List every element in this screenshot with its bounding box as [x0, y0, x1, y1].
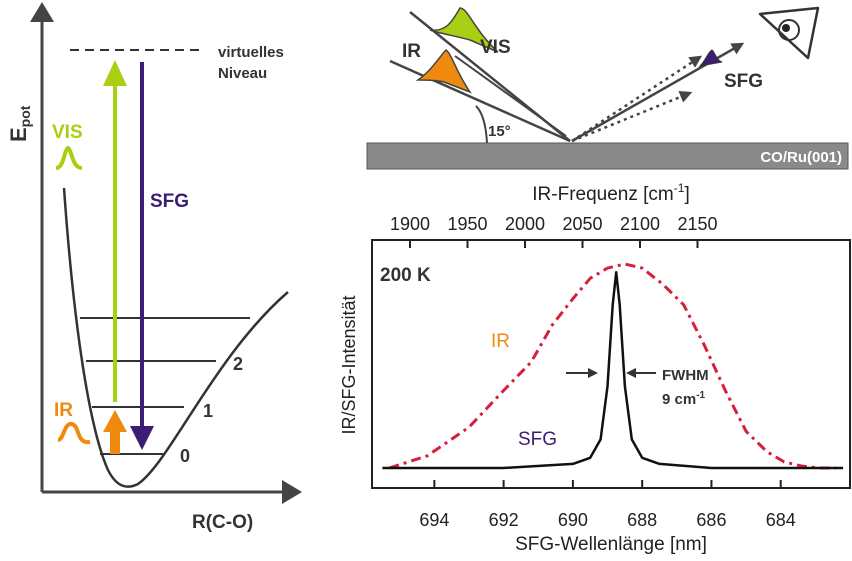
ir-curve-label: IR	[491, 331, 510, 352]
top-tick-label: 2150	[677, 214, 717, 234]
virtual-level-label-line2: Niveau	[218, 65, 267, 82]
top-axis-label: IR-Frequenz [cm-1]	[532, 181, 689, 205]
ir-wave-icon	[57, 421, 91, 445]
bottom-tick-label: 690	[558, 510, 588, 530]
vis-wave-icon	[55, 145, 83, 170]
bottom-axis-ticks: 694 692 690 688 686 684	[419, 480, 796, 530]
plot-frame	[371, 239, 851, 489]
surface-label: CO/Ru(001)	[760, 149, 842, 166]
top-tick-label: 1950	[447, 214, 487, 234]
potential-curve	[62, 187, 289, 488]
bottom-tick-label: 688	[627, 510, 657, 530]
incidence-angle-arc	[475, 105, 488, 144]
sfg-curve-label: SFG	[518, 429, 557, 450]
energy-y-axis-arrow	[30, 2, 54, 22]
y-axis-label: IR/SFG-Intensität	[339, 295, 359, 434]
fwhm-label: FWHM	[662, 367, 709, 384]
sfg-arrow-head	[130, 426, 154, 450]
level-label-2: 2	[233, 354, 243, 374]
top-tick-label: 2050	[562, 214, 602, 234]
surface-substrate	[366, 142, 849, 170]
bottom-tick-label: 694	[419, 510, 449, 530]
vis-reflected-beam	[571, 55, 703, 143]
ir-pulse-icon	[415, 49, 473, 94]
beam-sfg-label: SFG	[724, 71, 763, 92]
spectrum-curves	[382, 262, 844, 470]
top-tick-label: 2000	[505, 214, 545, 234]
top-tick-label: 1900	[390, 214, 430, 234]
incidence-angle-label: 15°	[488, 123, 511, 140]
bottom-tick-label: 692	[489, 510, 519, 530]
bottom-tick-label: 684	[766, 510, 796, 530]
ir-arrow-head	[103, 410, 127, 432]
ir-label: IR	[54, 400, 73, 421]
spectrum-chart: IR-Frequenz [cm-1] 1900 1950 2000 2050 2100 2…	[339, 181, 851, 555]
energy-diagram: Epot R(C-O) 0 1 2 virtuelles Niveau VIS …	[6, 2, 302, 533]
temperature-label: 200 K	[380, 265, 431, 286]
top-axis-ticks: 1900 1950 2000 2050 2100 2150	[390, 214, 718, 248]
sfg-pulse-icon	[698, 49, 723, 67]
vis-arrow-head	[103, 60, 127, 86]
level-label-0: 0	[180, 446, 190, 466]
vis-label: VIS	[52, 122, 83, 143]
virtual-level-label-line1: virtuelles	[218, 44, 284, 61]
energy-x-axis-label: R(C-O)	[192, 512, 253, 533]
x-axis-label: SFG-Wellenlänge [nm]	[515, 534, 707, 555]
beam-ir-label: IR	[402, 41, 421, 62]
beam-mid-line	[454, 55, 567, 137]
vis-pulse-icon	[429, 7, 499, 53]
detector-eye-icon	[758, 6, 820, 60]
bottom-tick-label: 686	[696, 510, 726, 530]
sfg-label: SFG	[150, 191, 189, 212]
top-tick-label: 2100	[620, 214, 660, 234]
ir-incoming-beam	[389, 59, 571, 143]
energy-x-axis-arrow	[282, 480, 302, 504]
sfg-spectrum-line	[382, 270, 844, 470]
ir-reflected-beam	[571, 90, 693, 143]
ir-spectrum-line	[388, 262, 837, 470]
level-label-1: 1	[203, 401, 213, 421]
energy-y-axis-label: Epot	[6, 105, 33, 142]
fwhm-value: 9 cm-1	[662, 390, 706, 408]
beam-vis-label: VIS	[480, 37, 511, 58]
beam-geometry: CO/Ru(001) IR VIS 15° SFG	[366, 6, 849, 170]
